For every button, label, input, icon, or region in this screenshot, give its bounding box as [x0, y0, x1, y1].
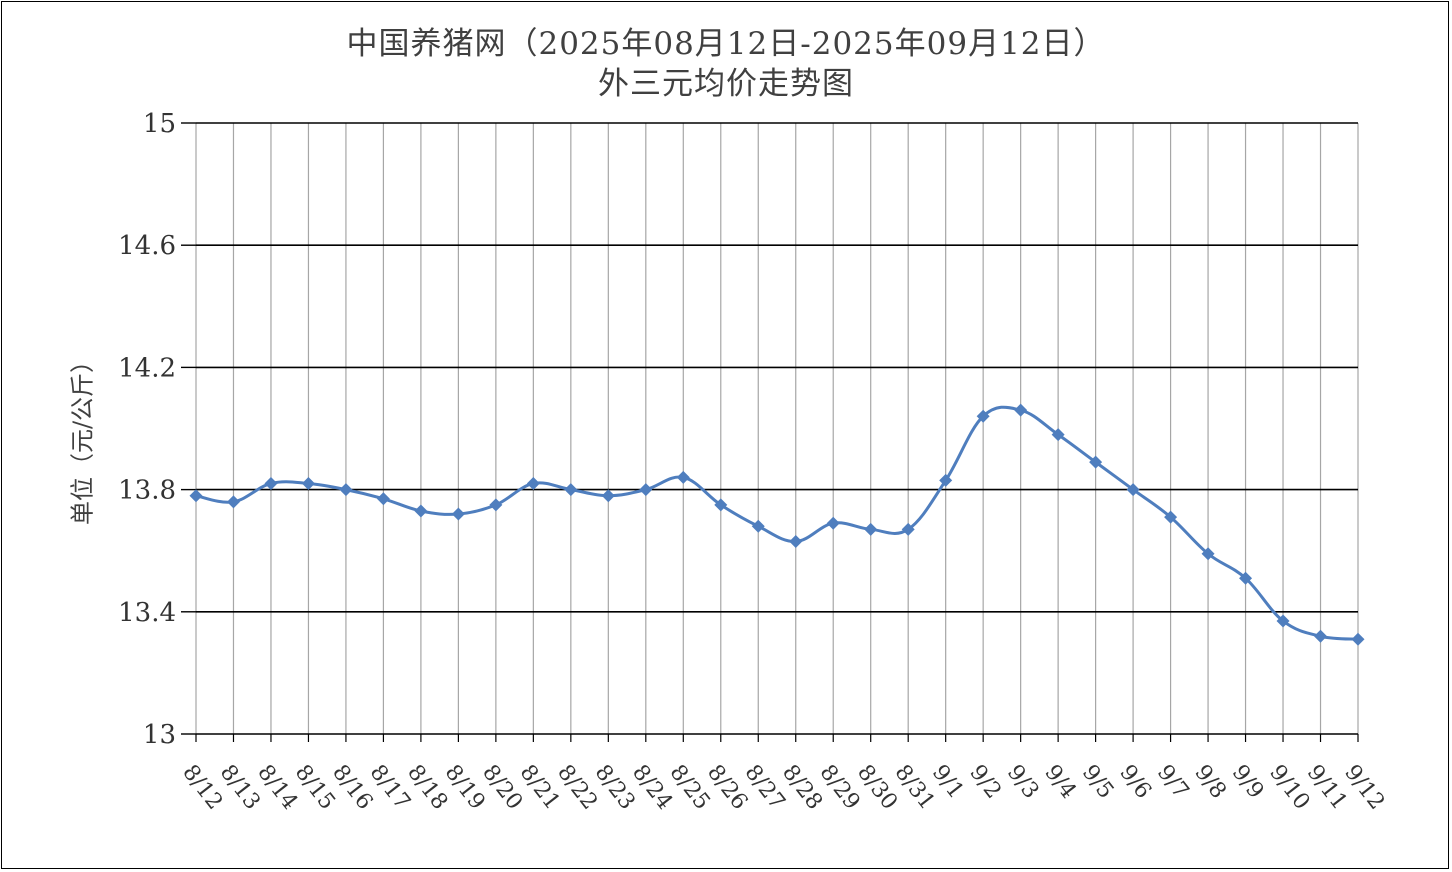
x-tick-label: 9/12 — [1339, 760, 1389, 814]
x-tick-label: 9/11 — [1302, 760, 1352, 814]
chart-title: 中国养猪网（2025年08月12日-2025年09月12日） — [346, 26, 1106, 62]
y-tick-label: 14.2 — [118, 353, 176, 383]
data-point — [564, 483, 578, 497]
x-tick-label: 8/12 — [177, 760, 227, 814]
x-tick-label: 8/14 — [252, 760, 302, 814]
y-tick-label: 14.6 — [118, 231, 176, 261]
data-point — [489, 498, 503, 512]
data-point — [1276, 614, 1290, 628]
data-point — [1314, 629, 1328, 643]
data-point — [826, 516, 840, 530]
x-tick-label: 9/8 — [1189, 760, 1230, 803]
data-point — [1351, 632, 1365, 646]
x-tick-label: 9/5 — [1077, 760, 1118, 803]
x-tick-label: 8/26 — [702, 760, 752, 814]
data-point — [639, 483, 653, 497]
x-tick-label: 8/22 — [552, 760, 602, 814]
x-tick-label: 8/24 — [627, 760, 677, 814]
x-tick-label: 9/9 — [1227, 760, 1268, 803]
x-tick-label: 8/27 — [740, 760, 790, 814]
x-tick-label: 9/7 — [1152, 760, 1193, 803]
x-tick-label: 8/17 — [365, 760, 415, 814]
data-point — [1201, 547, 1215, 561]
data-point — [339, 483, 353, 497]
data-point — [414, 504, 428, 518]
data-point — [751, 519, 765, 533]
series-line — [195, 405, 1359, 641]
y-tick-label: 13 — [143, 720, 176, 750]
x-tick-label: 8/16 — [327, 760, 377, 814]
y-tick-label: 13.4 — [118, 598, 176, 628]
x-tick-label: 8/15 — [290, 760, 340, 814]
data-point — [676, 470, 690, 484]
data-point — [301, 476, 315, 490]
x-tick-label: 8/20 — [477, 760, 527, 814]
x-tick-label: 8/31 — [889, 760, 939, 814]
x-tick-labels: 8/128/138/148/158/168/178/188/198/208/21… — [177, 760, 1389, 814]
vertical-gridlines — [195, 123, 1359, 734]
data-point — [976, 409, 990, 423]
data-point — [1126, 483, 1140, 497]
data-point — [1014, 403, 1028, 417]
x-tick-label: 8/29 — [814, 760, 864, 814]
y-tick-labels: 13 13.4 13.8 14.2 14.6 15 — [118, 109, 176, 750]
x-tick-label: 8/18 — [402, 760, 452, 814]
data-point — [376, 492, 390, 506]
x-tick-label: 8/21 — [515, 760, 565, 814]
x-tick-label: 9/6 — [1114, 760, 1155, 803]
data-point — [1089, 455, 1103, 469]
x-tick-label: 8/23 — [590, 760, 640, 814]
data-point — [789, 535, 803, 549]
data-point — [901, 522, 915, 536]
data-point — [601, 489, 615, 503]
data-point — [226, 495, 240, 509]
data-point — [939, 473, 953, 487]
x-tick-label: 8/30 — [852, 760, 902, 814]
x-tick-label: 9/2 — [964, 760, 1005, 803]
data-point — [189, 489, 203, 503]
data-point — [1051, 428, 1065, 442]
horizontal-gridlines — [181, 122, 1358, 735]
x-tick-label: 9/4 — [1039, 760, 1080, 803]
x-tick-label: 9/3 — [1002, 760, 1043, 803]
data-point — [264, 476, 278, 490]
x-axis — [195, 733, 1359, 742]
data-point — [451, 507, 465, 521]
data-point — [864, 522, 878, 536]
series-price — [189, 403, 1365, 646]
data-point — [1239, 571, 1253, 585]
data-point — [526, 476, 540, 490]
x-tick-label: 8/19 — [440, 760, 490, 814]
x-tick-label: 8/25 — [665, 760, 715, 814]
x-tick-label: 8/28 — [777, 760, 827, 814]
x-tick-label: 8/13 — [215, 760, 265, 814]
x-tick-label: 9/10 — [1264, 760, 1314, 814]
data-point — [714, 498, 728, 512]
chart-subtitle: 外三元均价走势图 — [598, 66, 854, 102]
y-tick-label: 15 — [143, 109, 176, 139]
y-tick-label: 13.8 — [118, 476, 176, 506]
data-point — [1164, 510, 1178, 524]
